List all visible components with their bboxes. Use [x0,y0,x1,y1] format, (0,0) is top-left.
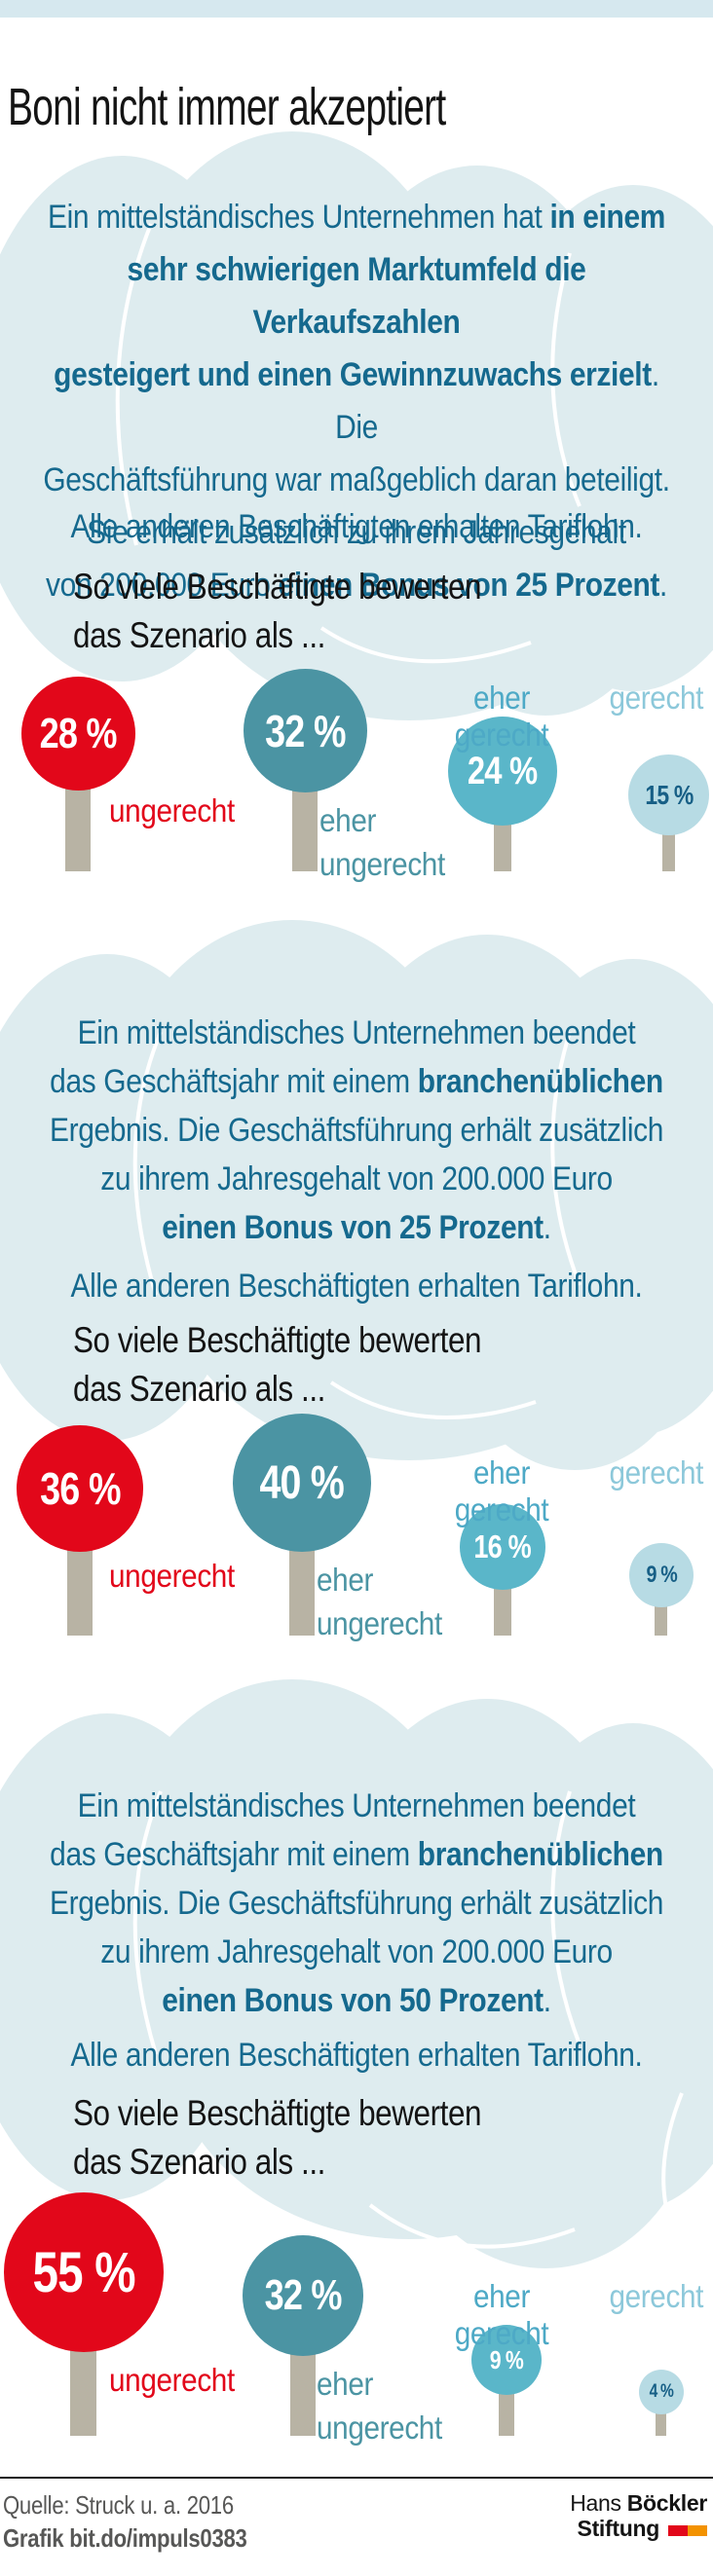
logo-orange-square [688,2525,707,2536]
scenario-2-line-4: zu ihrem Jahresgehalt von 200.000 Euro [100,1160,613,1197]
stem-s2-eher-ungerecht [289,1542,315,1636]
source-line: Quelle: Struck u. a. 2016 [3,2490,234,2520]
balloon-s1-eher-ungerecht: 32 % [244,669,367,792]
category-label-eher-gerecht-3: eher gerecht [454,2278,549,2351]
logo-stiftung: Stiftung [577,2516,660,2541]
balloon-s3-eher-gerecht: 9 % [471,2325,542,2395]
tariflohn-note-1: Alle anderen Beschäftigten erhalten Tari… [70,508,643,545]
balloon-s2-gerecht: 9 % [629,1543,694,1607]
balloon-s3-gerecht: 4 % [639,2370,684,2414]
stem-s3-ungerecht [70,2341,96,2436]
scenario-3-line-1: Ein mittelständisches Unternehmen beende… [77,1787,636,1824]
scenario-1-line-2: sehr schwierigen Marktumfeld die Verkauf… [127,251,586,341]
scenario-1-line-5: Sie erhält zusätzlich zu ihrem Jahresgeh… [87,514,626,551]
scenario-text-3: Ein mittelständisches Unternehmen beende… [43,1782,670,2025]
balloon-s3-eher-ungerecht: 32 % [243,2235,363,2356]
scenario-text-1: Ein mittelständisches Unternehmen hat in… [43,191,670,611]
scenario-1-line-1: Ein mittelständisches Unternehmen hat in… [47,199,666,236]
scenario-2-line-5: einen Bonus von 25 Prozent. [162,1209,551,1246]
stem-s2-gerecht [655,1600,667,1636]
hans-boeckler-stiftung-logo: Hans Böckler Stiftung [570,2490,707,2541]
scenario-3-line-5: einen Bonus von 50 Prozent. [162,1982,551,2019]
stem-s1-eher-gerecht [494,818,511,871]
prompt-heading-2: So viele Beschäftigte bewerten das Szena… [73,1320,482,1409]
prompt-heading-3: So viele Beschäftigte bewerten das Szena… [73,2093,482,2182]
scenario-2-line-1: Ein mittelständisches Unternehmen beende… [77,1014,636,1051]
logo-boeckler: Böckler [626,2490,708,2516]
category-label-ungerecht-3: ungerecht [109,2362,235,2398]
category-label-eher-gerecht-1: eher gerecht [454,680,549,753]
balloon-s1-gerecht: 15 % [628,754,709,835]
page-title: Boni nicht immer akzeptiert [8,78,446,137]
stem-s1-ungerecht [65,779,91,871]
category-label-ungerecht-2: ungerecht [109,1558,235,1594]
scenario-1-line-4: Geschäftsführung war maßgeblich daran be… [43,461,670,498]
category-label-gerecht-3: gerecht [609,2278,703,2314]
tariflohn-note-2: Alle anderen Beschäftigten erhalten Tari… [70,1268,643,1305]
category-label-eher-ungerecht-2: eher ungerecht [317,1562,442,1641]
category-label-eher-ungerecht-3: eher ungerecht [317,2366,442,2446]
category-label-gerecht-1: gerecht [609,680,703,716]
scenario-text-2: Ein mittelständisches Unternehmen beende… [43,1009,670,1252]
stem-s2-eher-gerecht [494,1582,511,1636]
footer-divider [0,2477,713,2479]
balloon-s2-ungerecht: 36 % [17,1425,143,1552]
scenario-1-line-6: von 200.000 Euro einen Bonus von 25 Proz… [45,567,668,604]
stem-s1-gerecht [662,828,675,871]
balloon-s2-eher-ungerecht: 40 % [233,1414,371,1552]
grafik-link-line: Grafik bit.do/impuls0383 [3,2523,247,2553]
balloon-s1-eher-gerecht: 24 % [448,717,557,826]
prompt-heading-1: So viele Beschäftigte bewerten das Szena… [73,567,482,655]
balloon-s1-ungerecht: 28 % [21,677,135,791]
category-label-gerecht-2: gerecht [609,1454,703,1490]
category-label-ungerecht-1: ungerecht [109,792,235,828]
scenario-3-line-3: Ergebnis. Die Geschäftsführung erhält zu… [49,1885,664,1922]
scenario-3-line-2: das Geschäftsjahr mit einem branchenübli… [50,1836,663,1873]
scenario-2-line-3: Ergebnis. Die Geschäftsführung erhält zu… [49,1112,664,1149]
scenario-1-line-3: gesteigert und einen Gewinnzuwachs erzie… [54,356,659,446]
tariflohn-note-3: Alle anderen Beschäftigten erhalten Tari… [70,2037,643,2074]
top-accent-bar [0,0,713,18]
stem-s3-eher-ungerecht [290,2346,316,2436]
balloon-s2-eher-gerecht: 16 % [460,1504,545,1590]
stem-s1-eher-ungerecht [292,784,318,871]
logo-red-square [668,2525,688,2536]
stem-s3-eher-gerecht [499,2385,514,2436]
balloon-s3-ungerecht: 55 % [4,2192,164,2352]
logo-hans: Hans [570,2490,621,2516]
stem-s2-ungerecht [67,1542,93,1636]
stem-s3-gerecht [656,2407,666,2436]
category-label-eher-gerecht-2: eher gerecht [454,1454,549,1527]
scenario-3-line-4: zu ihrem Jahresgehalt von 200.000 Euro [100,1933,613,1970]
scenario-2-line-2: das Geschäftsjahr mit einem branchenübli… [50,1063,663,1100]
category-label-eher-ungerecht-1: eher ungerecht [319,802,445,882]
